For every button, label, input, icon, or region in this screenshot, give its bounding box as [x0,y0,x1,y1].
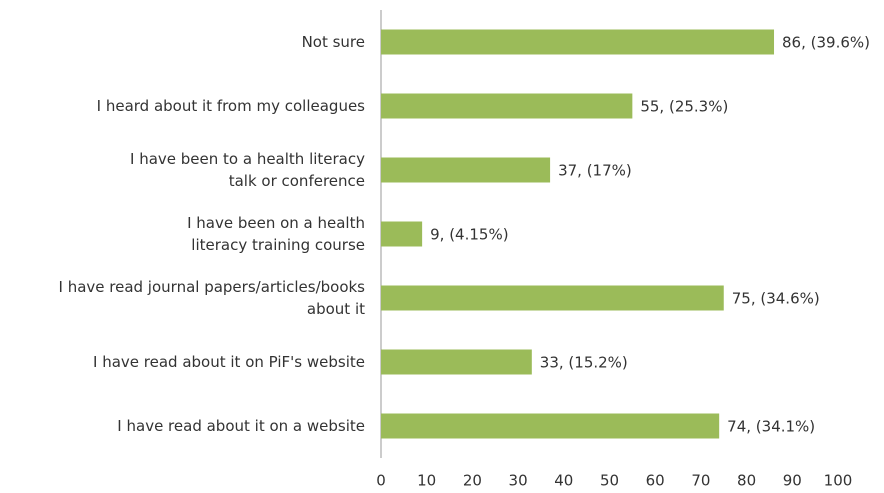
data-label: 74, (34.1%) [727,418,815,436]
bar [381,349,532,375]
bar [381,285,724,311]
bar [381,29,775,55]
y-tick-label: I have been on a health literacy trainin… [187,214,365,254]
x-tick-label: 70 [691,472,710,490]
x-tick-label: 40 [554,472,573,490]
x-tick-label: 60 [646,472,665,490]
x-tick-label: 30 [509,472,528,490]
y-tick-label: I have read about it on a website [117,417,365,435]
x-tick-label: 50 [600,472,619,490]
y-tick-label: I have been to a health literacy talk or… [130,150,365,190]
x-tick-label: 80 [737,472,756,490]
x-tick-label: 90 [783,472,802,490]
bar [381,157,551,183]
data-label: 55, (25.3%) [640,98,728,116]
y-tick-label: I have read about it on PiF's website [93,353,365,371]
data-label: 33, (15.2%) [540,354,628,372]
data-label: 86, (39.6%) [782,34,870,52]
y-tick-label: Not sure [301,33,365,51]
y-tick-label: I have read journal papers/articles/book… [58,278,366,318]
x-tick-label: 10 [417,472,436,490]
x-tick-label: 100 [824,472,853,490]
bar [381,413,720,439]
data-label: 37, (17%) [558,162,632,180]
bar [381,221,423,247]
x-tick-label: 0 [376,472,386,490]
x-tick-label: 20 [463,472,482,490]
data-label: 75, (34.6%) [732,290,820,308]
bar [381,93,633,119]
data-label: 9, (4.15%) [430,226,508,244]
y-tick-label: I heard about it from my colleagues [96,97,365,115]
